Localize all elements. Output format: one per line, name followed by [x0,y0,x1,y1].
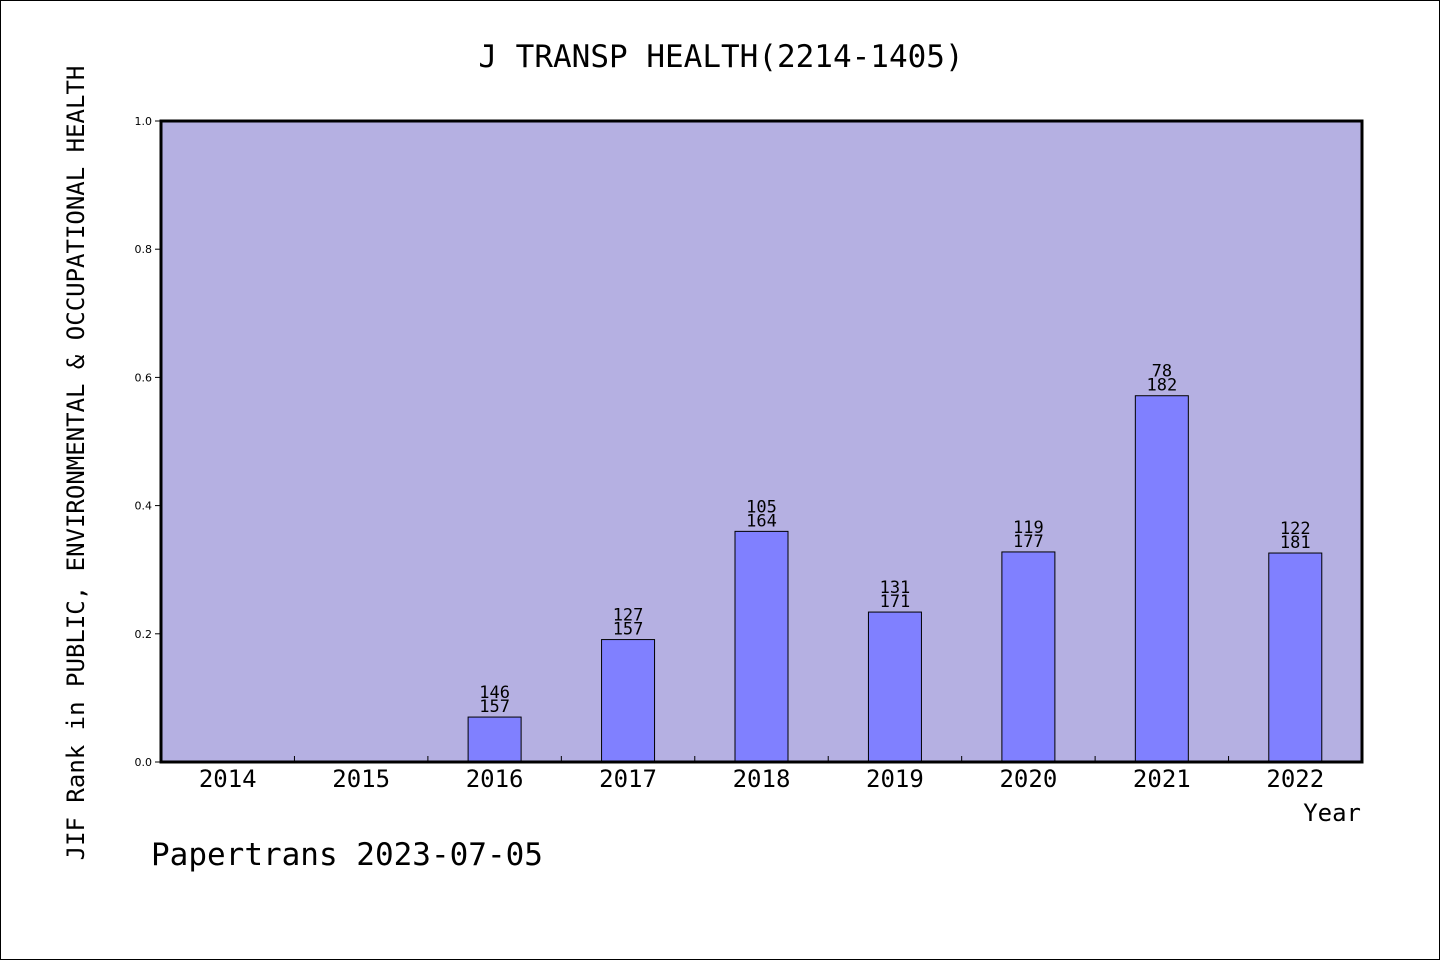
chart-title: J TRANSP HEALTH(2214-1405) [478,39,963,75]
x-tick-label: 2015 [332,765,390,793]
bar-rank-label: 127 [613,606,644,626]
bar [1268,552,1323,763]
x-axis-label: Year [1303,799,1361,827]
bar [1001,551,1056,763]
y-tick-label: 0.0 [135,756,153,769]
bar-series: 1461571271571051641311711191777818212218… [467,362,1323,763]
bar-total-label: 164 [746,511,777,531]
y-tick-label: 0.2 [135,628,153,641]
bar [467,716,522,763]
bar [734,530,789,763]
bar-total-label: 181 [1280,533,1311,553]
bar [867,611,922,763]
bar [1134,395,1189,763]
x-tick-label: 2016 [466,765,524,793]
x-tick-label: 2021 [1133,765,1191,793]
bar-total-label: 182 [1146,376,1177,396]
x-tick-label: 2019 [866,765,924,793]
y-tick-label: 0.8 [135,243,153,256]
y-tick-label: 0.6 [135,371,153,384]
x-tick-label: 2022 [1266,765,1324,793]
bar-rank-label: 131 [880,578,911,598]
bar-total-label: 157 [479,697,510,717]
y-axis: 0.0 0.2 0.4 0.6 0.8 1.0 [135,115,161,769]
bar-rank-label: 105 [746,497,777,517]
y-tick-label: 0.4 [135,500,153,513]
bar [601,639,656,763]
bar-total-label: 157 [613,620,644,640]
x-tick-label: 2014 [199,765,257,793]
bar-total-label: 177 [1013,532,1044,552]
plot-frame [159,119,1364,764]
x-tick-label: 2020 [999,765,1057,793]
x-tick-label: 2017 [599,765,657,793]
bar-rank-label: 122 [1280,519,1311,539]
bar-total-label: 171 [880,592,911,612]
credit-text: Papertrans 2023-07-05 [151,837,543,873]
x-axis: 2014 2015 2016 2017 2018 2019 2020 2021 2022 [199,756,1324,793]
y-axis-label: JIF Rank in PUBLIC, ENVIRONMENTAL & OCCU… [62,66,90,861]
x-tick-label: 2018 [733,765,791,793]
y-tick-label: 1.0 [135,115,153,128]
bar-rank-label: 78 [1152,362,1172,382]
bar-rank-label: 119 [1013,518,1044,538]
bar-rank-label: 146 [479,683,510,703]
